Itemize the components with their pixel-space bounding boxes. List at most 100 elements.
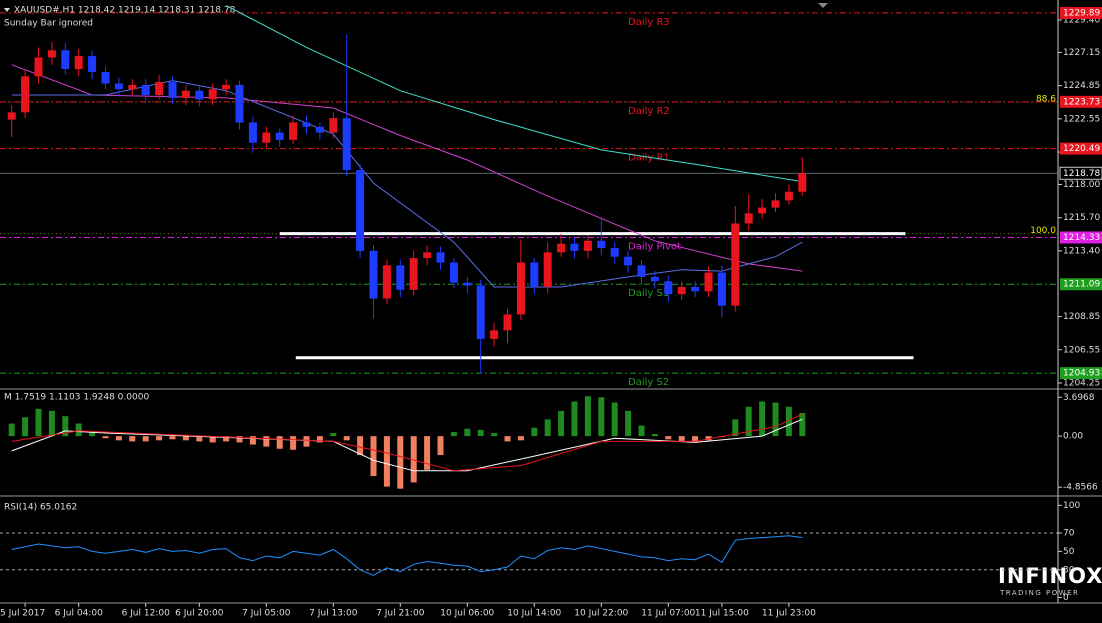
histogram-bar <box>665 436 672 440</box>
histogram-bar <box>799 413 806 437</box>
x-tick-label: 7 Jul 05:00 <box>242 609 291 619</box>
histogram-bar <box>343 436 350 441</box>
histogram-bar <box>692 436 699 443</box>
candle-body <box>597 240 606 249</box>
histogram-bar <box>584 396 591 437</box>
candle-body <box>476 285 485 339</box>
candle-body <box>798 173 807 192</box>
histogram-bar <box>598 397 605 437</box>
histogram-bar <box>611 402 618 437</box>
candle-body <box>262 132 271 143</box>
y-tick-label: 30 <box>1063 565 1075 575</box>
histogram-bar <box>424 436 431 470</box>
candle-body <box>382 265 391 299</box>
pivot-level-name: Daily R2 <box>628 106 670 117</box>
candle-body <box>744 213 753 224</box>
y-tick-label: 1206.55 <box>1063 345 1100 355</box>
x-tick-label: 10 Jul 14:00 <box>507 609 561 619</box>
y-tick-label: -4.8566 <box>1063 483 1098 493</box>
histogram-bar <box>504 436 511 442</box>
histogram-bar <box>303 436 310 447</box>
histogram-bar <box>156 436 163 441</box>
chart-title: XAUUSD#,H1 1218.42 1219.14 1218.31 1218.… <box>14 6 236 16</box>
candle-body <box>342 118 351 171</box>
pivot-level-name: Daily Pivot <box>628 241 681 252</box>
rsi-label: RSI(14) 65.0162 <box>4 503 77 513</box>
candle-body <box>704 272 713 292</box>
histogram-bar <box>651 434 658 437</box>
y-tick-label: 3.6968 <box>1063 393 1095 403</box>
price-box-label: 1220.49 <box>1063 144 1100 154</box>
x-tick-label: 7 Jul 13:00 <box>309 609 358 619</box>
candle-body <box>155 82 164 96</box>
candle-body <box>208 89 217 100</box>
menu-arrow <box>4 8 10 12</box>
candle-body <box>664 281 673 295</box>
histogram-bar <box>732 419 739 437</box>
histogram-bar <box>102 436 109 439</box>
price-box-label: 1204.93 <box>1063 369 1100 379</box>
histogram-bar <box>115 436 122 441</box>
candle-body <box>530 262 539 287</box>
histogram-bar <box>772 402 779 437</box>
indicator-line <box>11 535 803 576</box>
candle-body <box>275 132 284 140</box>
histogram-bar <box>410 436 417 483</box>
y-tick-label: 70 <box>1063 528 1075 538</box>
x-tick-label: 6 Jul 20:00 <box>175 609 224 619</box>
histogram-bar <box>678 436 685 442</box>
candle-body <box>516 262 525 315</box>
candle-body <box>409 258 418 290</box>
histogram-bar <box>35 408 42 437</box>
candle-body <box>490 330 499 339</box>
histogram-bar <box>450 431 457 437</box>
histogram-bar <box>383 436 390 487</box>
histogram-bar <box>785 406 792 437</box>
candle-body <box>181 90 190 98</box>
x-tick-label: 6 Jul 12:00 <box>122 609 171 619</box>
price-box <box>1060 278 1102 291</box>
candle-body <box>47 50 56 58</box>
y-tick-label: 1204.25 <box>1063 378 1100 388</box>
candle-body <box>128 84 137 90</box>
candle-body <box>784 191 793 201</box>
x-tick-label: 11 Jul 07:00 <box>641 609 695 619</box>
candle-body <box>570 243 579 251</box>
price-box-label: 1223.73 <box>1063 97 1100 107</box>
price-box <box>1060 95 1102 108</box>
histogram-bar <box>759 401 766 437</box>
fib-label: 100.0 <box>1030 226 1056 236</box>
candle-body <box>436 252 445 263</box>
histogram-bar <box>370 436 377 477</box>
histogram-bar <box>517 436 524 441</box>
logo-name: INFINOX <box>998 564 1102 588</box>
x-tick-label: 6 Jul 04:00 <box>55 609 104 619</box>
pivot-level-name: Daily S1 <box>628 288 669 299</box>
y-tick-label: 0 <box>1063 593 1069 603</box>
histogram-bar <box>236 436 243 443</box>
indicator-line <box>11 413 803 472</box>
histogram-bar <box>437 436 444 456</box>
histogram-bar <box>142 436 149 442</box>
price-box <box>1060 367 1102 380</box>
histogram-bar <box>745 406 752 437</box>
candle-body <box>543 252 552 287</box>
x-tick-label: 10 Jul 06:00 <box>440 609 494 619</box>
candle-body <box>61 50 70 70</box>
histogram-bar <box>330 432 337 437</box>
candle-body <box>624 256 633 266</box>
histogram-bar <box>625 410 632 437</box>
histogram-bar <box>357 436 364 456</box>
y-tick-label: 100 <box>1063 501 1080 511</box>
candle-body <box>141 84 150 96</box>
candle-body <box>74 56 83 70</box>
histogram-bar <box>638 425 645 437</box>
candle-body <box>168 82 177 98</box>
price-box <box>1060 231 1102 244</box>
candle-body <box>34 57 43 77</box>
x-tick-label: 11 Jul 23:00 <box>762 609 816 619</box>
candle-body <box>731 223 740 306</box>
x-tick-label: 7 Jul 21:00 <box>376 609 425 619</box>
candle-body <box>396 265 405 290</box>
